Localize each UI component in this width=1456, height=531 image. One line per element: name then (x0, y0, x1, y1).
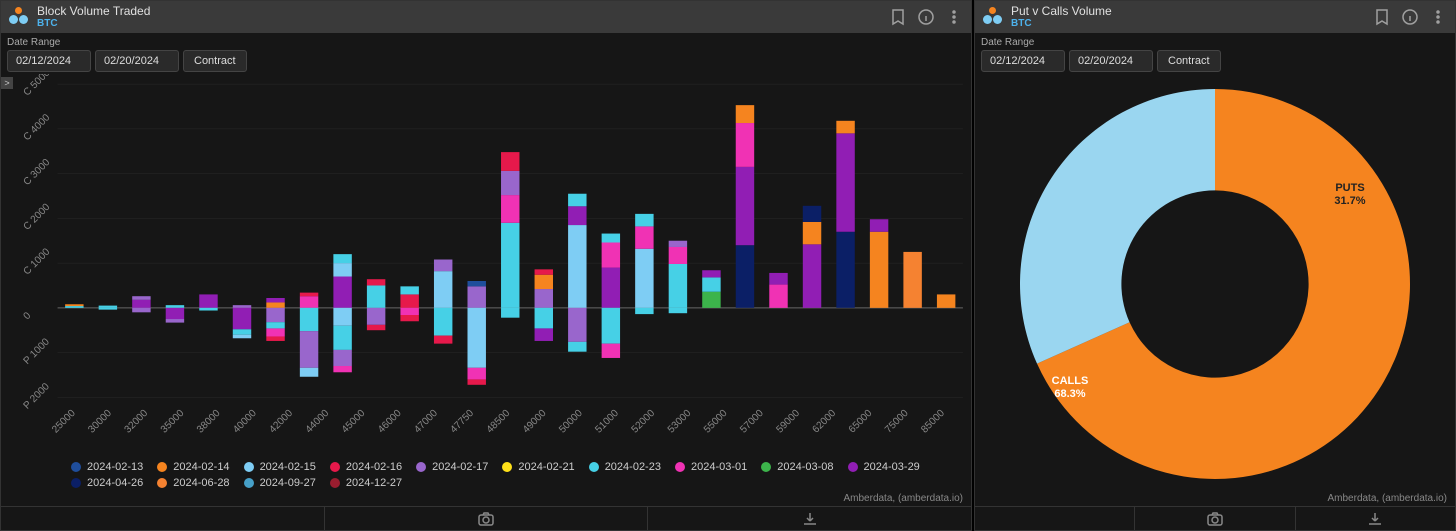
svg-text:40000: 40000 (231, 408, 259, 436)
brand-logo-icon (9, 7, 29, 27)
panel-title: Put v Calls Volume (1011, 5, 1112, 18)
svg-text:38000: 38000 (195, 408, 223, 436)
legend-item[interactable]: 2024-03-01 (675, 461, 747, 473)
svg-text:46000: 46000 (376, 408, 404, 436)
snapshot-icon[interactable] (1134, 507, 1294, 530)
panel-footer (975, 506, 1455, 530)
block-volume-panel: Block Volume Traded BTC Date Range Contr… (0, 0, 972, 531)
bookmark-icon[interactable] (889, 8, 907, 26)
svg-text:65000: 65000 (847, 408, 875, 436)
date-end-input[interactable] (1069, 50, 1153, 72)
bookmark-icon[interactable] (1373, 8, 1391, 26)
panel-title: Block Volume Traded (37, 5, 150, 18)
svg-text:57000: 57000 (738, 408, 766, 436)
more-menu-icon[interactable] (1429, 8, 1447, 26)
legend-item[interactable]: 2024-09-27 (244, 477, 316, 489)
svg-text:PUTS: PUTS (1335, 182, 1364, 194)
svg-text:C 2000: C 2000 (22, 202, 53, 233)
panel-subtitle: BTC (37, 18, 150, 29)
chart-legend: 2024-02-13 2024-02-14 2024-02-15 2024-02-16… (1, 457, 971, 493)
more-menu-icon[interactable] (945, 8, 963, 26)
download-icon[interactable] (1295, 507, 1455, 530)
svg-text:55000: 55000 (702, 408, 730, 436)
svg-text:47750: 47750 (449, 408, 477, 436)
svg-text:25000: 25000 (50, 408, 78, 436)
svg-text:85000: 85000 (919, 408, 947, 436)
info-icon[interactable] (1401, 8, 1419, 26)
svg-text:51000: 51000 (593, 408, 621, 436)
svg-text:P 2000: P 2000 (22, 381, 53, 412)
svg-text:45000: 45000 (340, 408, 368, 436)
svg-text:75000: 75000 (883, 408, 911, 436)
svg-text:68.3%: 68.3% (1054, 388, 1085, 400)
legend-item[interactable]: 2024-02-14 (157, 461, 229, 473)
legend-item[interactable]: 2024-12-27 (330, 477, 402, 489)
svg-text:0: 0 (22, 310, 34, 322)
svg-text:C 4000: C 4000 (22, 112, 53, 143)
legend-item[interactable]: 2024-02-21 (502, 461, 574, 473)
svg-text:31.7%: 31.7% (1334, 195, 1365, 207)
legend-item[interactable]: 2024-02-15 (244, 461, 316, 473)
download-icon[interactable] (647, 507, 971, 530)
contract-button[interactable]: Contract (1157, 50, 1221, 72)
attribution-text: Amberdata, (amberdata.io) (1, 493, 971, 506)
svg-text:C 3000: C 3000 (22, 157, 53, 188)
footer-cell-blank[interactable] (975, 507, 1134, 530)
svg-text:52000: 52000 (630, 408, 658, 436)
panel-titlebar: Block Volume Traded BTC (1, 1, 971, 33)
svg-text:47000: 47000 (412, 408, 440, 436)
date-range-label: Date Range (7, 37, 965, 48)
legend-item[interactable]: 2024-06-28 (157, 477, 229, 489)
date-start-input[interactable] (7, 50, 91, 72)
legend-item[interactable]: 2024-03-29 (848, 461, 920, 473)
date-range-label: Date Range (981, 37, 1449, 48)
svg-text:32000: 32000 (123, 408, 151, 436)
legend-item[interactable]: 2024-02-13 (71, 461, 143, 473)
info-icon[interactable] (917, 8, 935, 26)
svg-text:C 5000: C 5000 (22, 74, 53, 98)
panel-titlebar: Put v Calls Volume BTC (975, 1, 1455, 33)
svg-text:50000: 50000 (557, 408, 585, 436)
bar-chart: P 2000 P 1000 0 C 1000 C 2000 C 3000 C 4000 C 5… (1, 74, 971, 457)
svg-text:30000: 30000 (86, 408, 114, 436)
brand-logo-icon (983, 7, 1003, 27)
legend-item[interactable]: 2024-02-16 (330, 461, 402, 473)
date-end-input[interactable] (95, 50, 179, 72)
date-start-input[interactable] (981, 50, 1065, 72)
snapshot-icon[interactable] (324, 507, 648, 530)
svg-text:P 1000: P 1000 (22, 336, 53, 367)
donut-chart: PUTS31.7% CALLS68.3% (975, 74, 1455, 493)
panel-subtitle: BTC (1011, 18, 1112, 29)
legend-item[interactable]: 2024-04-26 (71, 477, 143, 489)
legend-item[interactable]: 2024-02-23 (589, 461, 661, 473)
legend-item[interactable]: 2024-02-17 (416, 461, 488, 473)
svg-text:48500: 48500 (485, 408, 513, 436)
svg-text:59000: 59000 (774, 408, 802, 436)
panel-footer (1, 506, 971, 530)
contract-button[interactable]: Contract (183, 50, 247, 72)
put-calls-panel: Put v Calls Volume BTC Date Range Contra… (974, 0, 1456, 531)
controls-row: Date Range Contract (1, 33, 971, 74)
svg-text:C 1000: C 1000 (22, 246, 53, 277)
svg-text:CALLS: CALLS (1052, 375, 1089, 387)
footer-cell-blank[interactable] (1, 507, 324, 530)
controls-row: Date Range Contract (975, 33, 1455, 74)
legend-item[interactable]: 2024-03-08 (761, 461, 833, 473)
svg-text:35000: 35000 (159, 408, 187, 436)
svg-text:53000: 53000 (666, 408, 694, 436)
svg-text:62000: 62000 (811, 408, 839, 436)
svg-text:44000: 44000 (304, 408, 332, 436)
svg-text:42000: 42000 (267, 408, 295, 436)
attribution-text: Amberdata, (amberdata.io) (975, 493, 1455, 506)
svg-text:49000: 49000 (521, 408, 549, 436)
